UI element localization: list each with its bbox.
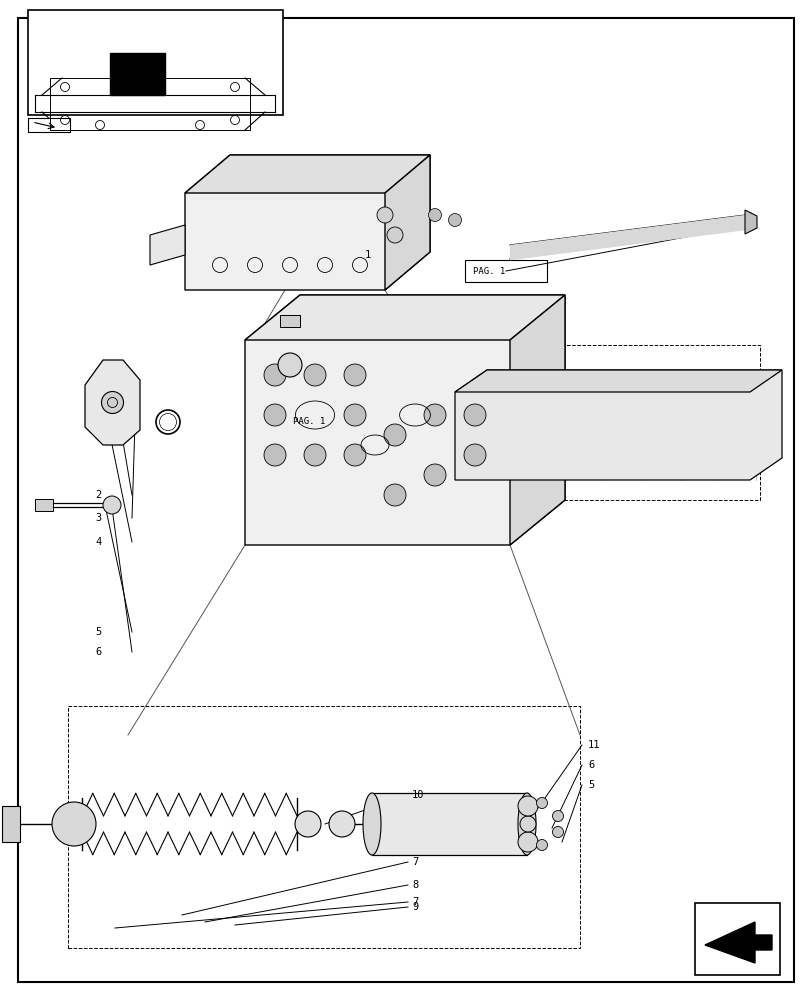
Polygon shape xyxy=(744,210,756,234)
Polygon shape xyxy=(704,922,771,963)
Circle shape xyxy=(517,796,538,816)
Polygon shape xyxy=(454,370,781,480)
Polygon shape xyxy=(185,155,430,290)
Circle shape xyxy=(264,404,285,426)
Circle shape xyxy=(328,811,354,837)
Circle shape xyxy=(536,797,547,808)
Bar xyxy=(109,53,165,95)
Text: 6: 6 xyxy=(95,647,101,657)
Ellipse shape xyxy=(363,793,380,855)
Text: 8: 8 xyxy=(411,880,418,890)
Circle shape xyxy=(423,464,445,486)
Polygon shape xyxy=(150,225,185,265)
Bar xyxy=(465,260,547,282)
Circle shape xyxy=(423,404,445,426)
Bar xyxy=(280,315,299,327)
Bar xyxy=(694,903,779,975)
Circle shape xyxy=(376,207,393,223)
Text: 5: 5 xyxy=(587,780,594,790)
Circle shape xyxy=(384,424,406,446)
Circle shape xyxy=(448,214,461,227)
Text: 11: 11 xyxy=(587,740,600,750)
Bar xyxy=(371,793,526,855)
Circle shape xyxy=(519,816,535,832)
Polygon shape xyxy=(245,295,564,340)
Bar xyxy=(435,345,759,500)
Text: 4: 4 xyxy=(95,537,101,547)
Circle shape xyxy=(103,496,121,514)
Text: PAG. 1: PAG. 1 xyxy=(293,416,325,426)
Circle shape xyxy=(52,802,96,846)
Polygon shape xyxy=(384,155,430,290)
Bar xyxy=(285,410,367,432)
Circle shape xyxy=(387,227,402,243)
Circle shape xyxy=(551,810,563,821)
Ellipse shape xyxy=(517,793,535,855)
Circle shape xyxy=(463,444,486,466)
Polygon shape xyxy=(245,295,564,545)
Circle shape xyxy=(384,484,406,506)
Circle shape xyxy=(536,839,547,850)
Text: 6: 6 xyxy=(587,760,594,770)
Bar xyxy=(68,706,579,948)
Text: PAG. 1: PAG. 1 xyxy=(473,266,504,275)
Bar xyxy=(28,118,70,132)
Text: 9: 9 xyxy=(411,902,418,912)
Circle shape xyxy=(344,364,366,386)
Text: 2: 2 xyxy=(95,490,101,500)
Circle shape xyxy=(264,444,285,466)
Circle shape xyxy=(264,364,285,386)
Circle shape xyxy=(303,444,325,466)
Bar xyxy=(35,499,53,511)
Circle shape xyxy=(344,444,366,466)
Circle shape xyxy=(551,826,563,837)
Circle shape xyxy=(517,832,538,852)
Bar xyxy=(28,10,283,115)
Circle shape xyxy=(101,391,123,414)
Circle shape xyxy=(463,404,486,426)
Polygon shape xyxy=(454,370,781,392)
Text: 3: 3 xyxy=(95,513,101,523)
Circle shape xyxy=(344,404,366,426)
Text: 5: 5 xyxy=(95,627,101,637)
Bar xyxy=(2,806,20,842)
Polygon shape xyxy=(85,360,139,445)
Text: 10: 10 xyxy=(411,790,424,800)
Polygon shape xyxy=(509,295,564,545)
Text: 1: 1 xyxy=(365,250,371,260)
Circle shape xyxy=(294,811,320,837)
Text: 7: 7 xyxy=(411,897,418,907)
Circle shape xyxy=(277,353,302,377)
Circle shape xyxy=(303,364,325,386)
Text: 7: 7 xyxy=(411,857,418,867)
Polygon shape xyxy=(185,155,430,193)
Circle shape xyxy=(428,209,441,222)
